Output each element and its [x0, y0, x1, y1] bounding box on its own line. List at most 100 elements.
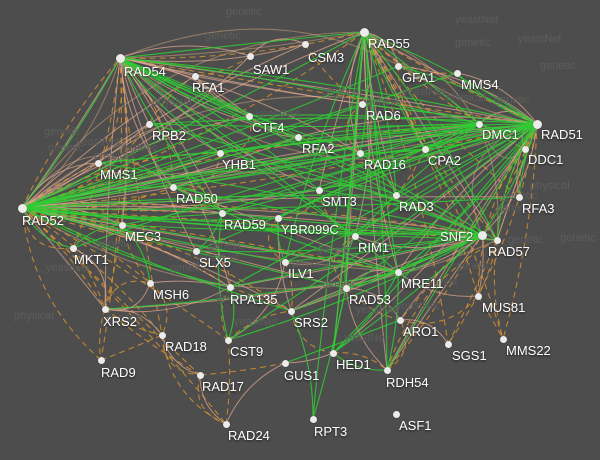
- graph-node-mec3[interactable]: [118, 221, 126, 229]
- graph-node-rad17[interactable]: [196, 371, 204, 379]
- edge: [21, 207, 74, 249]
- graph-node-mms4[interactable]: [453, 69, 461, 77]
- edge: [318, 184, 397, 196]
- node-label-rad54: RAD54: [124, 64, 166, 79]
- graph-node-rfa1[interactable]: [191, 72, 199, 80]
- node-label-mre11: MRE11: [401, 276, 444, 291]
- edge: [21, 207, 229, 341]
- node-label-msh6: MSH6: [153, 287, 190, 302]
- edge: [99, 308, 106, 361]
- edge: [72, 224, 123, 249]
- edge: [119, 57, 174, 188]
- graph-node-smt3[interactable]: [315, 186, 323, 194]
- node-label-rad55: RAD55: [368, 36, 410, 51]
- node-label-rad59: RAD59: [224, 217, 266, 232]
- edge: [221, 212, 483, 236]
- graph-node-rpb2[interactable]: [145, 120, 153, 128]
- graph-node-rfa2[interactable]: [294, 133, 302, 141]
- edge: [172, 186, 483, 236]
- graph-node-srs2[interactable]: [287, 307, 295, 315]
- graph-node-ddc1[interactable]: [521, 145, 529, 153]
- edge: [493, 239, 504, 340]
- edge: [424, 123, 538, 150]
- edge: [363, 31, 526, 150]
- edge: [119, 57, 538, 125]
- edge: [195, 123, 538, 252]
- graph-node-saw1[interactable]: [246, 52, 254, 60]
- graph-node-snf2[interactable]: [477, 230, 487, 240]
- graph-node-cpa2[interactable]: [421, 145, 429, 153]
- edge: [363, 31, 399, 67]
- edge: [290, 310, 334, 354]
- graph-node-rad3[interactable]: [392, 191, 400, 199]
- edge: [363, 31, 538, 125]
- graph-node-mus81[interactable]: [474, 292, 482, 300]
- graph-node-rad54[interactable]: [115, 53, 125, 63]
- edge: [399, 295, 479, 324]
- graph-node-yhb1[interactable]: [216, 149, 224, 157]
- graph-node-rad18[interactable]: [158, 331, 166, 339]
- node-label-rad53: RAD53: [349, 292, 391, 307]
- graph-node-xrs2[interactable]: [101, 305, 109, 313]
- edge: [104, 271, 399, 310]
- graph-node-rad52[interactable]: [17, 203, 27, 213]
- edge: [119, 31, 365, 59]
- graph-node-ctf4[interactable]: [245, 112, 253, 120]
- edge: [217, 212, 229, 341]
- edge: [354, 123, 538, 237]
- graph-node-rfa3[interactable]: [515, 193, 523, 201]
- graph-node-rpt3[interactable]: [309, 415, 317, 423]
- graph-node-rad59[interactable]: [218, 209, 226, 217]
- edge: [199, 374, 227, 425]
- graph-node-rad16[interactable]: [356, 149, 364, 157]
- edge: [104, 280, 151, 310]
- node-label-rpb2: RPB2: [152, 128, 186, 143]
- graph-node-mkt1[interactable]: [69, 244, 77, 252]
- graph-node-rpa135[interactable]: [226, 283, 234, 291]
- graph-node-sgs1[interactable]: [444, 340, 452, 348]
- edge: [199, 362, 286, 376]
- graph-node-mre11[interactable]: [394, 268, 402, 276]
- edge: [477, 295, 504, 340]
- graph-node-mms22[interactable]: [499, 335, 507, 343]
- edge: [284, 235, 356, 265]
- graph-node-rad50[interactable]: [169, 183, 177, 191]
- graph-node-gfa1[interactable]: [394, 62, 402, 70]
- graph-node-rad57[interactable]: [493, 236, 501, 244]
- edge: [386, 239, 498, 371]
- graph-node-gus1[interactable]: [281, 359, 289, 367]
- graph-node-slx5[interactable]: [192, 247, 200, 255]
- edge: [363, 31, 458, 74]
- graph-node-rad9[interactable]: [97, 356, 105, 364]
- graph-node-csm3[interactable]: [301, 40, 309, 48]
- graph-node-cst9[interactable]: [224, 336, 232, 344]
- edge: [148, 117, 538, 125]
- edge: [344, 235, 356, 289]
- graph-node-ilv1[interactable]: [281, 258, 289, 266]
- graph-node-rad6[interactable]: [358, 100, 366, 108]
- graph-node-rad55[interactable]: [359, 27, 369, 37]
- graph-node-mms1[interactable]: [94, 159, 102, 167]
- edge: [21, 207, 347, 289]
- graph-node-rdh54[interactable]: [383, 366, 391, 374]
- edge: [397, 65, 538, 125]
- node-label-rad17: RAD17: [202, 379, 244, 394]
- graph-node-rim1[interactable]: [351, 232, 359, 240]
- graph-node-rad51[interactable]: [532, 119, 542, 129]
- graph-node-rad24[interactable]: [222, 420, 230, 428]
- graph-node-asf1[interactable]: [392, 410, 400, 418]
- node-label-rpt3: RPT3: [314, 424, 348, 439]
- graph-node-hed1[interactable]: [329, 349, 337, 357]
- node-label-snf2: SNF2: [440, 229, 474, 244]
- node-label-aro1: ARO1: [403, 324, 439, 339]
- edge: [447, 239, 498, 345]
- graph-node-aro1[interactable]: [396, 316, 404, 324]
- graph-node-ybr099c[interactable]: [274, 214, 282, 222]
- edge: [386, 123, 538, 371]
- graph-node-rad53[interactable]: [342, 284, 350, 292]
- graph-node-dmc1[interactable]: [475, 120, 483, 128]
- edge: [332, 352, 388, 371]
- graph-node-msh6[interactable]: [146, 279, 154, 287]
- node-label-rdh54: RDH54: [386, 375, 429, 390]
